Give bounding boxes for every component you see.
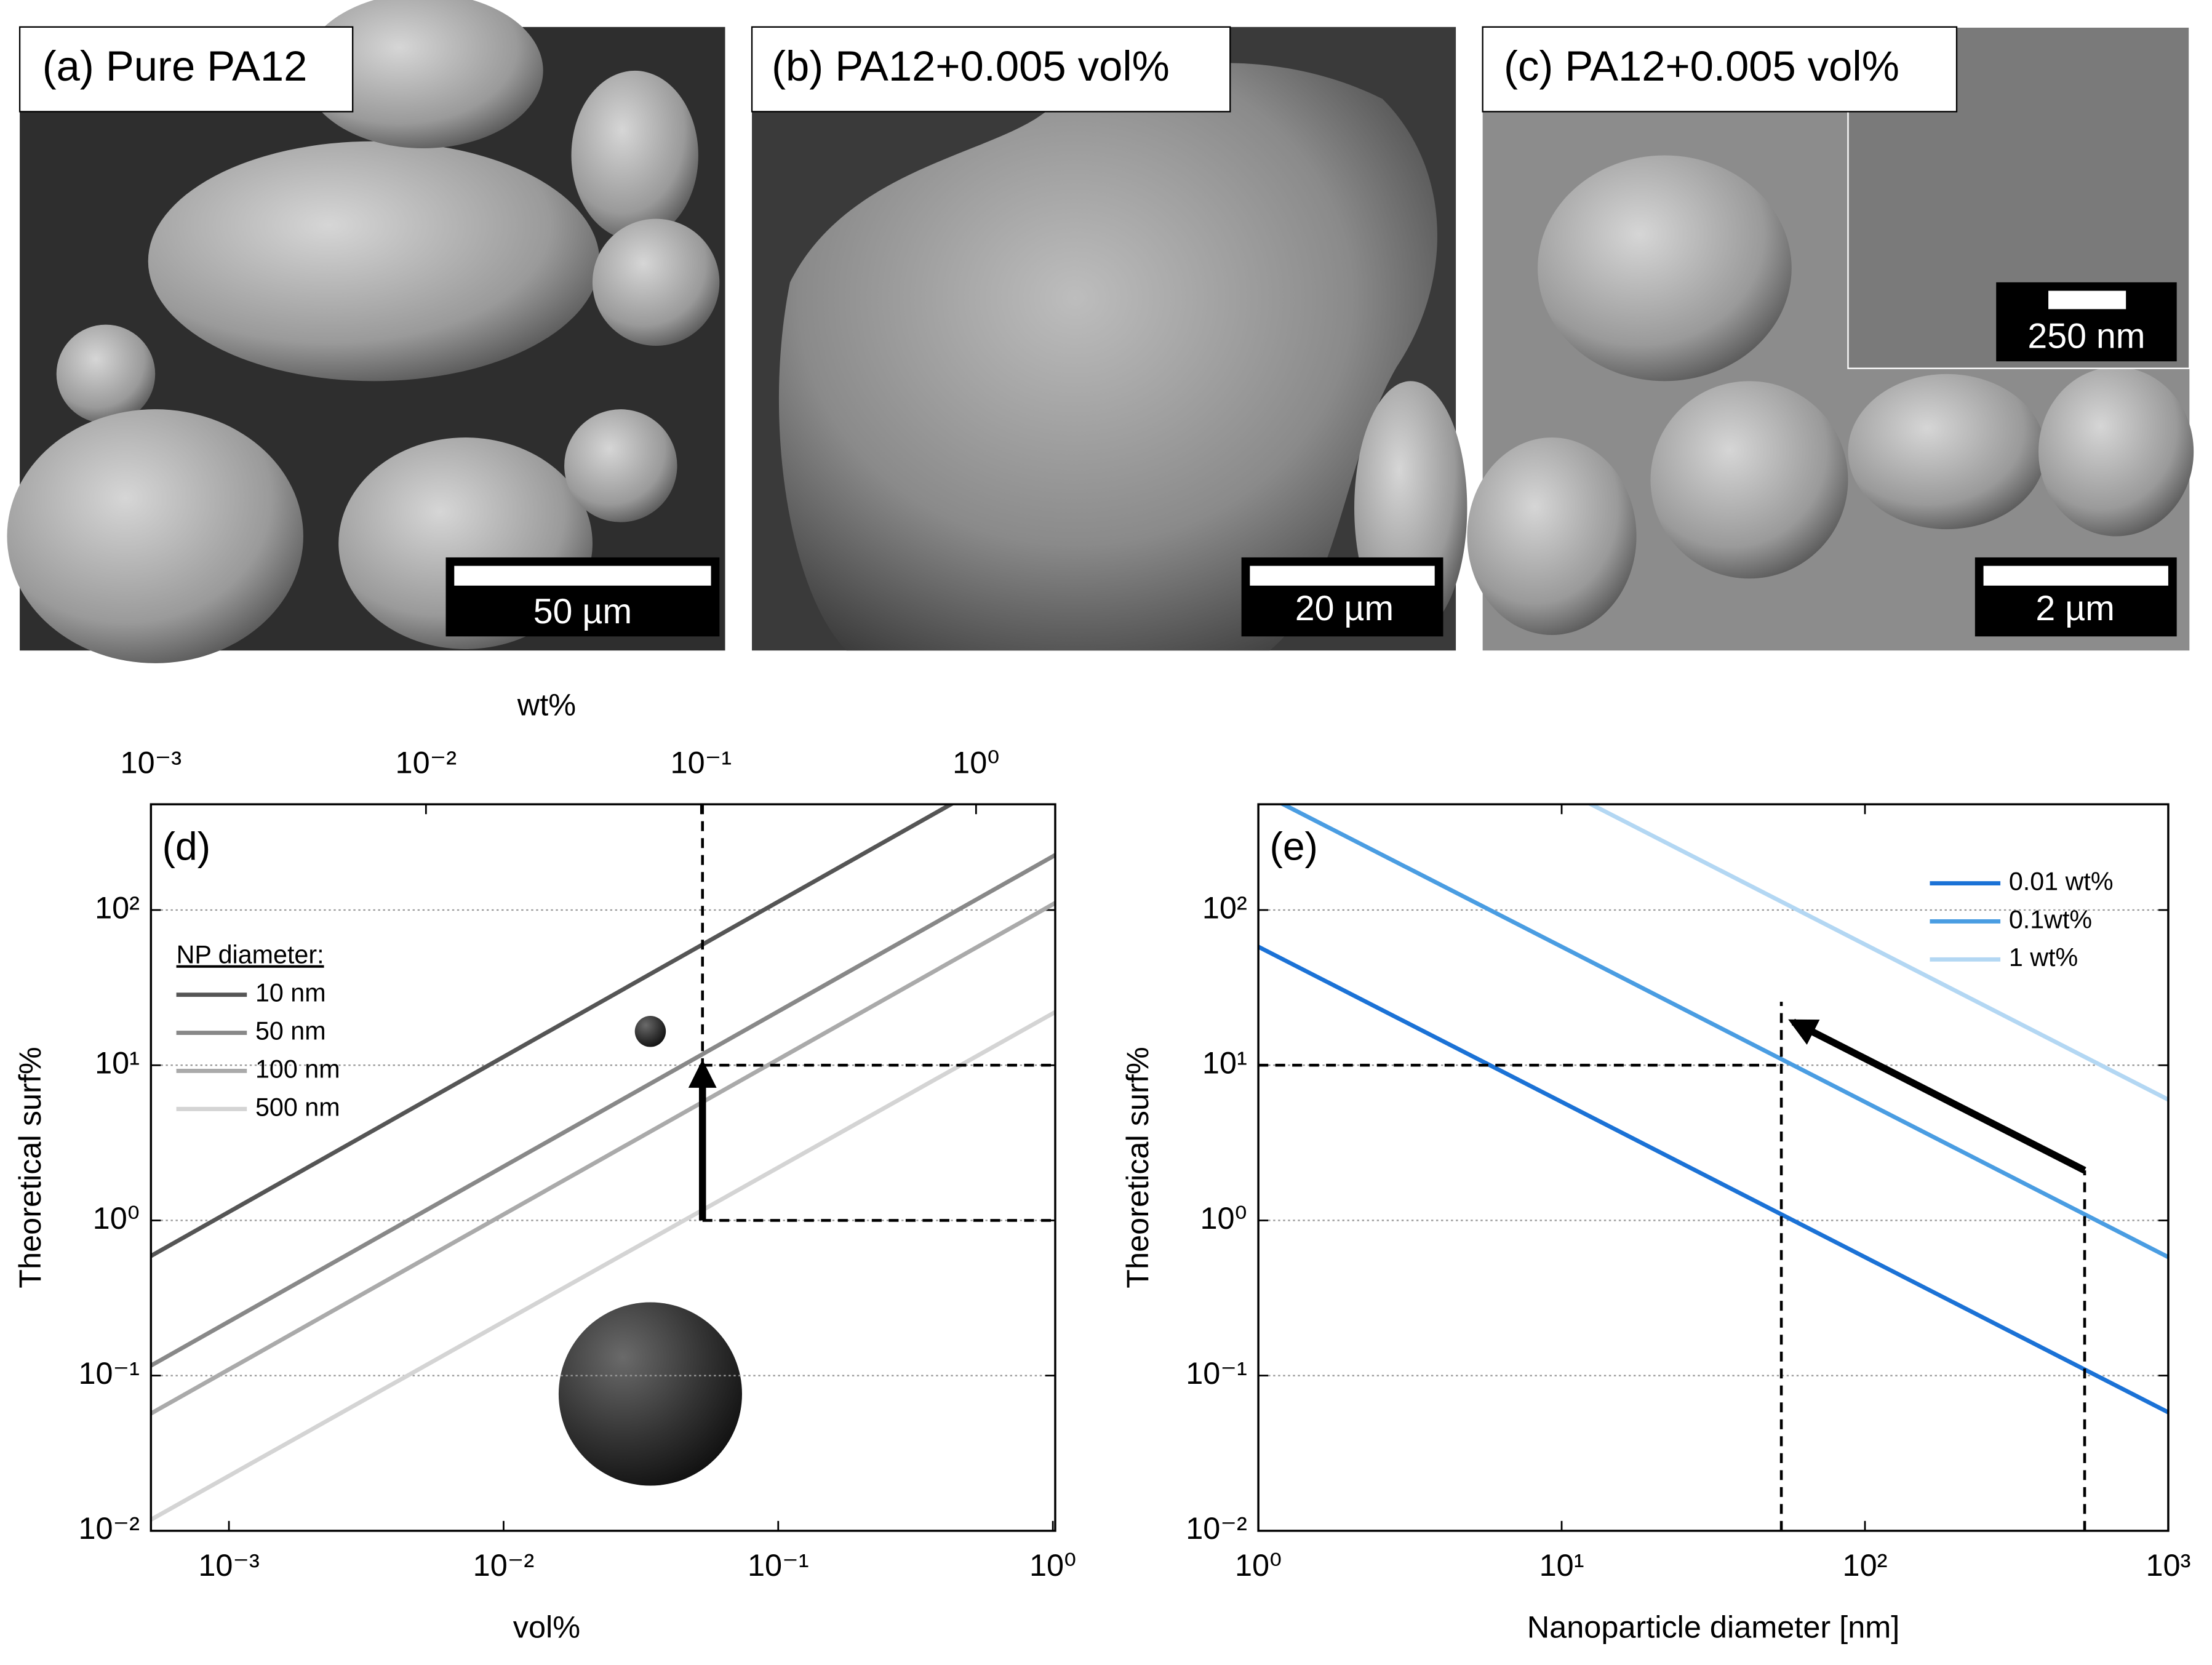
y-tick-label: 10² [1202,890,1247,925]
panel-label: (b) PA12+0.005 vol% [772,42,1170,90]
legend-label: 0.1wt% [2009,905,2092,933]
x2-axis-label: wt% [517,687,576,722]
series-line [151,1010,1055,1522]
panel-label: (a) Pure PA12 [42,42,308,90]
y-tick-label: 10⁻¹ [78,1356,140,1391]
x-tick-label: 10⁻¹ [748,1547,809,1583]
y-axis-label: Theoretical surf% [12,1047,47,1288]
sem-panel-c: (c) PA12+0.005 vol% 250 nm 2 µm [1467,26,2194,651]
y-tick-label: 10⁻¹ [1186,1356,1247,1391]
x-axis-label: Nanoparticle diameter [nm] [1527,1610,1900,1645]
x2-tick-label: 10⁻³ [121,745,182,780]
legend-label: 0.01 wt% [2009,867,2114,895]
legend-title: NP diameter: [177,941,324,969]
series-line [151,901,1055,1416]
scale-bar-label: 20 µm [1295,589,1394,628]
legend-label: 1 wt% [2009,943,2078,972]
series-line [151,853,1055,1368]
x2-tick-label: 10⁰ [952,745,999,780]
arrow [1788,1018,2086,1174]
series-line [151,804,956,1258]
panel-label: (c) PA12+0.005 vol% [1504,42,1899,90]
series-line [1258,944,2168,1415]
y-tick-label: 10⁻² [78,1511,140,1546]
inset-scale-bar-label: 250 nm [2027,317,2145,356]
plot-frame [150,803,1056,1532]
x2-tick-label: 10⁻¹ [671,745,732,780]
panel-label: (e) [1269,824,1317,868]
y-tick-label: 10⁻² [1186,1511,1247,1546]
x-tick-label: 10⁻³ [198,1547,260,1583]
y-tick-label: 10⁰ [1200,1200,1247,1236]
x-tick-label: 10¹ [1539,1547,1584,1583]
legend-label: 50 nm [255,1016,326,1045]
y-tick-label: 10² [95,890,140,925]
series-line [1279,804,2168,1260]
chart: 10⁻² 10⁻¹ 10⁰ 10¹ 10² 10⁰ 10¹ 10² 10³ Nanoparticl… [1120,803,2190,1645]
legend-label: 10 nm [255,979,326,1007]
legend-label: 500 nm [255,1093,340,1121]
legend-label: 100 nm [255,1055,340,1083]
x-tick-label: 10⁰ [1235,1547,1282,1583]
x2-tick-label: 10⁻² [396,745,457,780]
chart: 10⁻² 10⁻¹ 10⁰ 10¹ 10² 10⁻³ 10⁻² 10⁻¹ 10⁰ 10⁻³ 10⁻²… [12,687,1076,1644]
y-tick-label: 10¹ [1202,1045,1247,1080]
scale-bar-label: 50 µm [533,592,632,631]
panel-label: (d) [162,824,210,868]
sem-panel-a: (a) Pure PA12 50 µm [7,0,725,663]
y-axis-label: Theoretical surf% [1120,1047,1155,1288]
y-tick-label: 10¹ [95,1045,140,1080]
scale-bar-label: 2 µm [2035,589,2115,628]
series-line [1586,804,2168,1102]
x-tick-label: 10³ [2146,1547,2190,1583]
x-tick-label: 10² [1843,1547,1888,1583]
x-axis-label: vol% [513,1610,580,1645]
y-tick-label: 10⁰ [93,1200,140,1236]
plot-frame [1257,803,2170,1532]
nanoparticle-icon-large [558,1302,742,1486]
sem-panel-b: (b) PA12+0.005 vol% 20 µm [751,26,1467,651]
x-tick-label: 10⁻² [473,1547,535,1583]
nanoparticle-icon-small [634,1016,666,1047]
x-tick-label: 10⁰ [1029,1547,1076,1583]
